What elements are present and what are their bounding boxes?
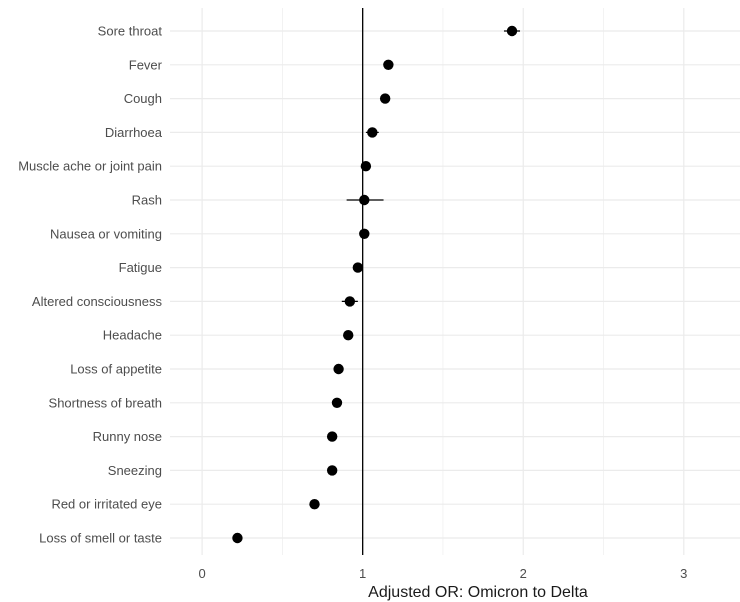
or-point — [326, 431, 338, 442]
x-tick-label: 0 — [198, 566, 205, 581]
y-tick-label: Altered consciousness — [32, 294, 163, 309]
y-tick-label: Red or irritated eye — [51, 497, 162, 512]
or-point — [506, 25, 518, 37]
y-tick-label: Fever — [129, 57, 163, 72]
x-tick-label: 3 — [680, 566, 687, 581]
y-tick-label: Sneezing — [108, 463, 162, 478]
or-point — [344, 296, 356, 307]
x-tick-label: 1 — [359, 566, 366, 581]
confidence-intervals — [235, 30, 521, 539]
y-tick-label: Rash — [132, 193, 162, 208]
x-tick-label: 2 — [520, 566, 527, 581]
y-tick-label: Diarrhoea — [105, 125, 163, 140]
or-point — [379, 93, 391, 104]
y-tick-label: Sore throat — [98, 24, 163, 39]
or-point — [232, 532, 243, 544]
y-tick-label: Nausea or vomiting — [50, 226, 162, 241]
or-point — [359, 228, 370, 239]
or-point — [331, 397, 343, 408]
y-tick-label: Loss of appetite — [70, 362, 162, 377]
or-point — [360, 161, 372, 172]
y-tick-label: Shortness of breath — [49, 395, 162, 410]
or-point — [333, 363, 344, 375]
or-point — [343, 330, 354, 341]
or-point — [367, 127, 378, 138]
y-tick-label: Muscle ache or joint pain — [18, 159, 162, 174]
y-tick-label: Loss of smell or taste — [39, 531, 162, 546]
x-axis-title: Adjusted OR: Omicron to Delta — [368, 584, 588, 601]
or-point — [383, 59, 394, 70]
or-point — [326, 465, 338, 476]
or-point — [359, 194, 370, 206]
y-tick-label: Cough — [124, 91, 162, 106]
grid-lines — [170, 8, 740, 555]
odds-ratio-points — [232, 25, 518, 544]
y-tick-label: Headache — [103, 328, 162, 343]
y-tick-label: Runny nose — [93, 429, 162, 444]
or-point — [309, 499, 320, 510]
y-tick-labels: Sore throat Fever Cough Diarrhoea Muscle ach… — [18, 24, 163, 546]
y-tick-label: Fatigue — [119, 260, 162, 275]
or-point — [352, 262, 364, 273]
x-tick-labels: 0 1 2 3 — [198, 566, 687, 581]
